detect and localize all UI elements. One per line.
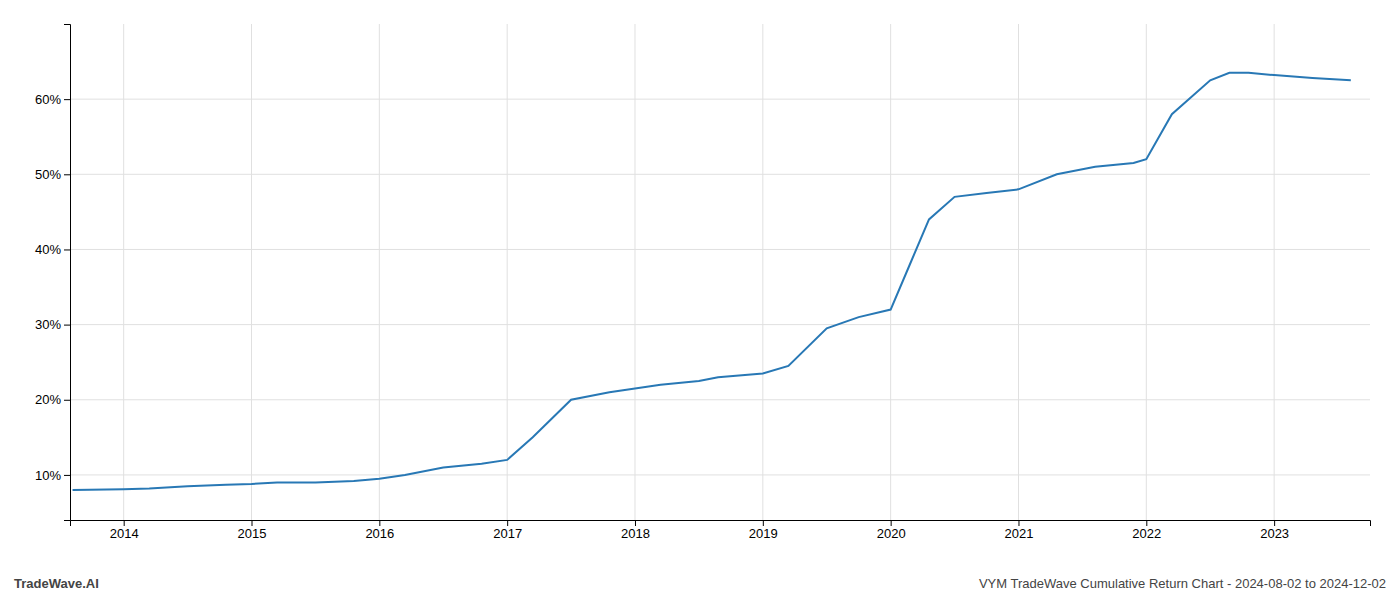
grid-line bbox=[70, 174, 1370, 175]
x-tick-label: 2018 bbox=[621, 526, 650, 541]
x-tick-mark bbox=[252, 520, 253, 526]
x-tick: 2014 bbox=[110, 520, 139, 541]
y-tick-label: 10% bbox=[35, 468, 61, 483]
x-tick-label: 2015 bbox=[238, 526, 267, 541]
y-tick-label: 20% bbox=[35, 392, 61, 407]
x-tick-label: 2022 bbox=[1132, 526, 1161, 541]
grid-line bbox=[379, 24, 380, 520]
y-axis: 10% 20% 30% 40% 50% 60% bbox=[35, 25, 71, 521]
y-tick: 10% bbox=[35, 468, 70, 483]
grid-line bbox=[1018, 24, 1019, 520]
grid-line bbox=[890, 24, 891, 520]
grid-line bbox=[70, 249, 1370, 250]
grid-line bbox=[507, 24, 508, 520]
annotation: VYM TradeWave Cumulative Return Chart - … bbox=[979, 576, 1386, 591]
y-tick: 40% bbox=[35, 242, 70, 257]
y-tick-label: 60% bbox=[35, 92, 61, 107]
y-tick: 20% bbox=[35, 392, 70, 407]
x-tick: 2023 bbox=[1260, 520, 1289, 541]
grid-line bbox=[1274, 24, 1275, 520]
x-axis-line bbox=[71, 521, 1371, 527]
grid-line bbox=[762, 24, 763, 520]
grid-line bbox=[251, 24, 252, 520]
x-tick-mark bbox=[635, 520, 636, 526]
x-tick: 2015 bbox=[238, 520, 267, 541]
plot-area: 2014 2015 2016 2017 2018 2019 2020 2021 2022 2023… bbox=[35, 24, 1371, 541]
y-tick-mark bbox=[64, 400, 70, 401]
x-tick-mark bbox=[1018, 520, 1019, 526]
x-tick: 2020 bbox=[877, 520, 906, 541]
y-tick-mark bbox=[64, 325, 70, 326]
grid-line bbox=[123, 24, 124, 520]
x-tick: 2016 bbox=[365, 520, 394, 541]
y-axis-line bbox=[64, 25, 71, 521]
x-tick-mark bbox=[507, 520, 508, 526]
y-tick-label: 40% bbox=[35, 242, 61, 257]
x-tick: 2021 bbox=[1005, 520, 1034, 541]
grid-line bbox=[634, 24, 635, 520]
x-tick: 2017 bbox=[493, 520, 522, 541]
x-tick-mark bbox=[1146, 520, 1147, 526]
grid-line bbox=[1146, 24, 1147, 520]
x-tick-mark bbox=[379, 520, 380, 526]
x-tick-label: 2023 bbox=[1260, 526, 1289, 541]
grid bbox=[70, 24, 1370, 520]
y-tick: 30% bbox=[35, 317, 70, 332]
x-tick-label: 2017 bbox=[493, 526, 522, 541]
x-tick: 2018 bbox=[621, 520, 650, 541]
x-tick-mark bbox=[124, 520, 125, 526]
x-tick-mark bbox=[1274, 520, 1275, 526]
x-tick-label: 2014 bbox=[110, 526, 139, 541]
y-tick: 50% bbox=[35, 167, 70, 182]
y-tick: 60% bbox=[35, 92, 70, 107]
y-tick-label: 30% bbox=[35, 317, 61, 332]
y-tick-mark bbox=[64, 174, 70, 175]
y-tick-mark bbox=[64, 99, 70, 100]
annotation: TradeWave.AI bbox=[14, 576, 99, 591]
x-tick: 2019 bbox=[749, 520, 778, 541]
x-tick-mark bbox=[763, 520, 764, 526]
y-tick-mark bbox=[64, 475, 70, 476]
grid-line bbox=[70, 324, 1370, 325]
chart: 2014 2015 2016 2017 2018 2019 2020 2021 2022 2023… bbox=[0, 0, 1400, 600]
x-axis: 2014 2015 2016 2017 2018 2019 2020 2021 2022 2023 bbox=[71, 520, 1371, 541]
marks bbox=[73, 73, 1351, 490]
x-tick-label: 2016 bbox=[365, 526, 394, 541]
x-tick-label: 2020 bbox=[877, 526, 906, 541]
x-tick-mark bbox=[891, 520, 892, 526]
y-tick-mark bbox=[64, 249, 70, 250]
y-tick-label: 50% bbox=[35, 167, 61, 182]
x-tick-label: 2019 bbox=[749, 526, 778, 541]
x-tick-label: 2021 bbox=[1005, 526, 1034, 541]
grid-line bbox=[70, 99, 1370, 100]
x-tick: 2022 bbox=[1132, 520, 1161, 541]
line bbox=[73, 73, 1351, 490]
grid-line bbox=[70, 474, 1370, 475]
grid-line bbox=[70, 399, 1370, 400]
